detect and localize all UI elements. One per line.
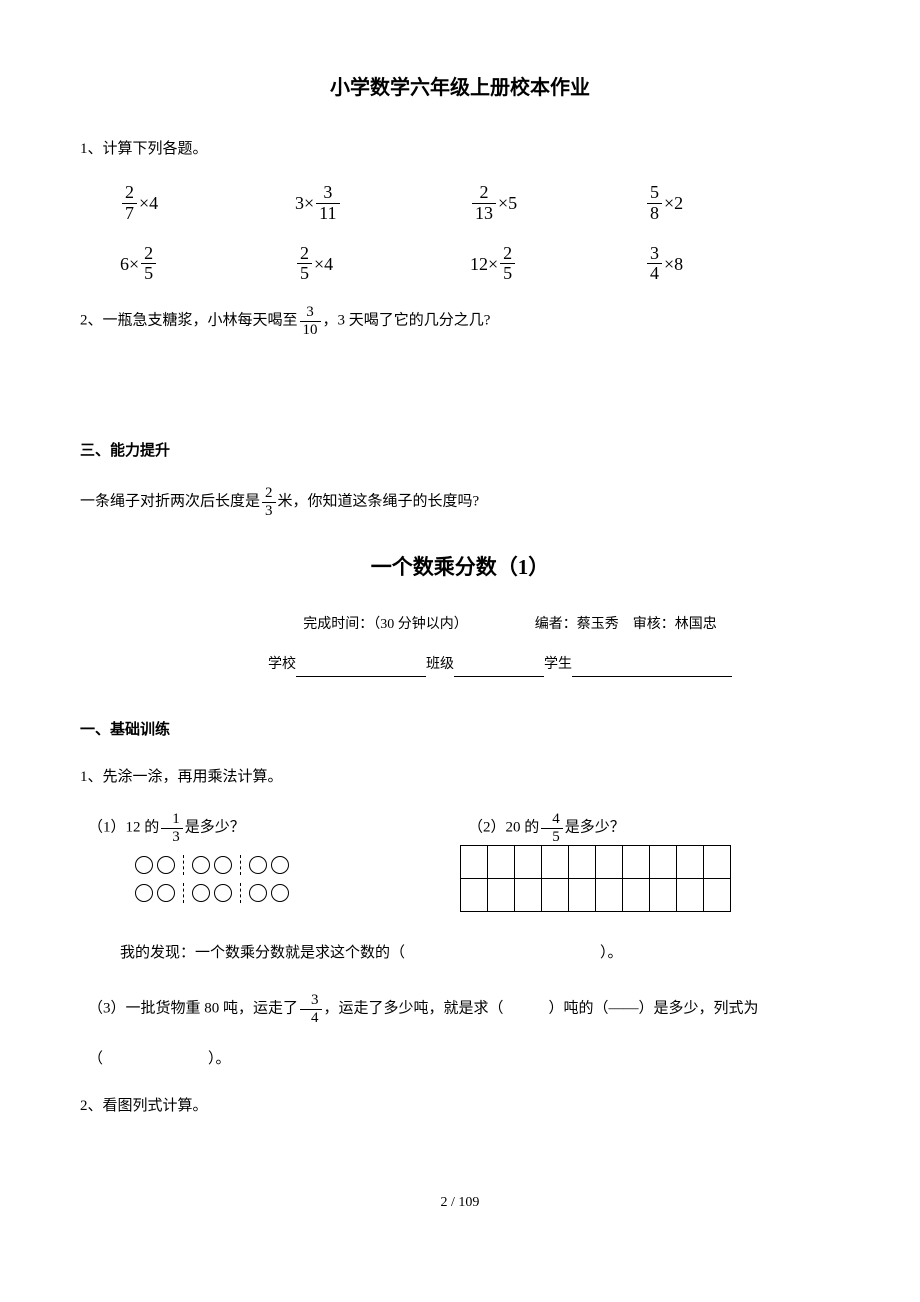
circle-icon [135, 884, 153, 902]
grid-cell [677, 879, 704, 912]
grid-cell [704, 879, 731, 912]
school-blank[interactable] [296, 661, 426, 677]
circle-icon [157, 884, 175, 902]
student-label: 学生 [544, 657, 572, 672]
eq-2-1: 6×25 [120, 244, 295, 285]
q3-text: 一条绳子对折两次后长度是23米，你知道这条绳子的长度吗? [80, 485, 840, 519]
circle-icon [214, 884, 232, 902]
grid-diagram [460, 845, 731, 912]
sub2-before: （2）20 的 [468, 820, 539, 836]
circle-icon [192, 856, 210, 874]
q3-after: 米，你知道这条绳子的长度吗? [278, 494, 480, 510]
grid-cell [650, 879, 677, 912]
reviewer-label: 审核： [633, 617, 675, 632]
class-label: 班级 [426, 657, 454, 672]
circle-icon [135, 856, 153, 874]
grid-cell [677, 846, 704, 879]
circle-icon [249, 884, 267, 902]
grid-cell [461, 879, 488, 912]
q1-label: 1、计算下列各题。 [80, 136, 840, 163]
page-title: 小学数学六年级上册校本作业 [80, 70, 840, 106]
qa1-label: 1、先涂一涂，再用乘法计算。 [80, 764, 840, 791]
q2-after: ，3 天喝了它的几分之几? [323, 313, 491, 329]
grid-cell [569, 846, 596, 879]
grid-cell [461, 846, 488, 879]
sub2-text: （2）20 的45是多少？ [460, 811, 840, 845]
section-a-heading: 一、基础训练 [80, 717, 840, 744]
editor-label: 编者： [535, 617, 577, 632]
eq-2-4: 34×8 [645, 244, 820, 285]
discover-text: 我的发现：一个数乘分数就是求这个数的（ ）。 [120, 940, 840, 967]
sub1-after: 是多少？ [185, 820, 245, 836]
eq-row-2: 6×25 25×4 12×25 34×8 [80, 244, 840, 285]
eq-1-1: 27×4 [120, 183, 295, 224]
time: （30 分钟以内） [373, 617, 468, 632]
time-label: 完成时间： [303, 617, 373, 632]
circle-icon [271, 884, 289, 902]
eq-1-2: 3×311 [295, 183, 470, 224]
sub3-mid: ，运走了多少吨，就是求（ ）吨的（——）是多少，列式为 [324, 1001, 759, 1017]
grid-cell [704, 846, 731, 879]
eq-1-3: 213×5 [470, 183, 645, 224]
q2-before: 2、一瓶急支糖浆，小林每天喝至 [80, 313, 298, 329]
grid-cell [515, 846, 542, 879]
lesson-title: 一个数乘分数（1） [80, 549, 840, 587]
divider-dash-icon [183, 855, 184, 875]
divider-dash-icon [240, 855, 241, 875]
grid-cell [596, 879, 623, 912]
class-blank[interactable] [454, 661, 544, 677]
eq-1-4: 58×2 [645, 183, 820, 224]
sub3-text: （3）一批货物重 80 吨，运走了34，运走了多少吨，就是求（ ）吨的（——）是… [80, 992, 840, 1026]
grid-cell [515, 879, 542, 912]
sub1-text: （1）12 的13是多少？ [80, 811, 460, 845]
grid-cell [623, 846, 650, 879]
page-number: 2 / 109 [80, 1190, 840, 1215]
sub2-after: 是多少？ [565, 820, 625, 836]
grid-cell [542, 879, 569, 912]
circle-icon [271, 856, 289, 874]
grid-cell [542, 846, 569, 879]
grid-cell [488, 879, 515, 912]
sub3-tail: （ ）。 [80, 1046, 840, 1073]
circles-diagram [135, 855, 460, 903]
student-blank[interactable] [572, 661, 732, 677]
q2-text: 2、一瓶急支糖浆，小林每天喝至310，3 天喝了它的几分之几? [80, 304, 840, 338]
qa2-label: 2、看图列式计算。 [80, 1093, 840, 1120]
circle-icon [214, 856, 232, 874]
eq-2-3: 12×25 [470, 244, 645, 285]
q3-before: 一条绳子对折两次后长度是 [80, 494, 260, 510]
grid-cell [596, 846, 623, 879]
grid-cell [488, 846, 515, 879]
grid-cell [569, 879, 596, 912]
school-label: 学校 [268, 657, 296, 672]
divider-dash-icon [240, 883, 241, 903]
form-line: 学校 班级 学生 [80, 652, 840, 677]
meta-line: 完成时间：（30 分钟以内） 编者：蔡玉秀 审核：林国忠 [80, 612, 840, 637]
grid-cell [623, 879, 650, 912]
eq-row-1: 27×4 3×311 213×5 58×2 [80, 183, 840, 224]
eq-2-2: 25×4 [295, 244, 470, 285]
sub3-before: （3）一批货物重 80 吨，运走了 [88, 1001, 298, 1017]
divider-dash-icon [183, 883, 184, 903]
circle-icon [157, 856, 175, 874]
circle-icon [192, 884, 210, 902]
editor: 蔡玉秀 [577, 617, 619, 632]
sub1-before: （1）12 的 [88, 820, 159, 836]
grid-cell [650, 846, 677, 879]
circle-icon [249, 856, 267, 874]
section-3-heading: 三、能力提升 [80, 438, 840, 465]
reviewer: 林国忠 [675, 617, 717, 632]
